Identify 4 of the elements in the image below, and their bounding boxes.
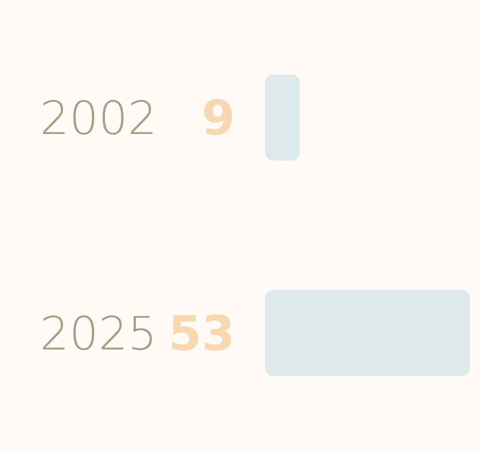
data-label: 9 [202,90,235,147]
y-tick-label: 2002 [40,90,157,145]
y-tick-label: 2025 [40,306,157,360]
data-label: 53 [168,306,235,362]
